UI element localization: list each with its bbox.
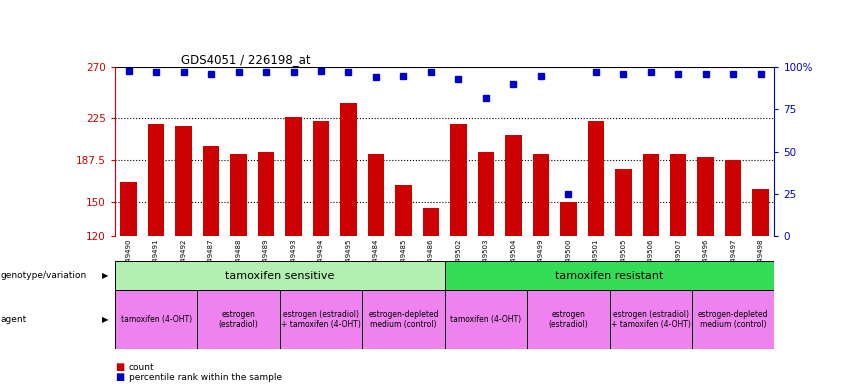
Bar bbox=[285, 117, 302, 236]
Bar bbox=[115, 261, 445, 290]
Text: tamoxifen sensitive: tamoxifen sensitive bbox=[225, 270, 334, 281]
Bar bbox=[340, 103, 357, 236]
Bar bbox=[752, 189, 769, 236]
Text: tamoxifen (4-OHT): tamoxifen (4-OHT) bbox=[121, 315, 191, 324]
Text: ▶: ▶ bbox=[101, 315, 108, 324]
Text: estrogen-depleted
medium (control): estrogen-depleted medium (control) bbox=[698, 310, 768, 329]
Text: genotype/variation: genotype/variation bbox=[1, 271, 87, 280]
Text: ■: ■ bbox=[115, 372, 124, 382]
Text: ▶: ▶ bbox=[101, 271, 108, 280]
Bar bbox=[445, 290, 527, 349]
Text: estrogen-depleted
medium (control): estrogen-depleted medium (control) bbox=[368, 310, 438, 329]
Bar bbox=[505, 135, 522, 236]
Bar bbox=[477, 152, 494, 236]
Bar bbox=[258, 152, 274, 236]
Bar bbox=[587, 121, 604, 236]
Bar bbox=[692, 290, 774, 349]
Bar bbox=[670, 154, 687, 236]
Bar bbox=[203, 146, 220, 236]
Bar bbox=[615, 169, 631, 236]
Bar bbox=[395, 185, 412, 236]
Bar bbox=[533, 154, 549, 236]
Bar bbox=[120, 182, 137, 236]
Text: agent: agent bbox=[1, 315, 27, 324]
Bar bbox=[698, 157, 714, 236]
Bar bbox=[560, 202, 577, 236]
Bar bbox=[231, 154, 247, 236]
Text: percentile rank within the sample: percentile rank within the sample bbox=[129, 373, 282, 382]
Bar bbox=[445, 261, 774, 290]
Bar bbox=[368, 154, 384, 236]
Text: estrogen
(estradiol): estrogen (estradiol) bbox=[219, 310, 259, 329]
Bar bbox=[527, 290, 609, 349]
Bar bbox=[643, 154, 659, 236]
Bar bbox=[313, 121, 329, 236]
Bar bbox=[363, 290, 445, 349]
Bar bbox=[197, 290, 280, 349]
Text: count: count bbox=[129, 364, 154, 372]
Text: GDS4051 / 226198_at: GDS4051 / 226198_at bbox=[181, 53, 311, 66]
Bar bbox=[609, 290, 692, 349]
Text: tamoxifen resistant: tamoxifen resistant bbox=[556, 270, 664, 281]
Bar bbox=[725, 160, 741, 236]
Text: estrogen
(estradiol): estrogen (estradiol) bbox=[548, 310, 588, 329]
Bar bbox=[115, 290, 197, 349]
Text: estrogen (estradiol)
+ tamoxifen (4-OHT): estrogen (estradiol) + tamoxifen (4-OHT) bbox=[611, 310, 691, 329]
Text: estrogen (estradiol)
+ tamoxifen (4-OHT): estrogen (estradiol) + tamoxifen (4-OHT) bbox=[281, 310, 361, 329]
Text: tamoxifen (4-OHT): tamoxifen (4-OHT) bbox=[450, 315, 522, 324]
Bar bbox=[423, 208, 439, 236]
Bar bbox=[450, 124, 466, 236]
Bar bbox=[280, 290, 363, 349]
Bar bbox=[175, 126, 191, 236]
Text: ■: ■ bbox=[115, 362, 124, 372]
Bar bbox=[148, 124, 164, 236]
